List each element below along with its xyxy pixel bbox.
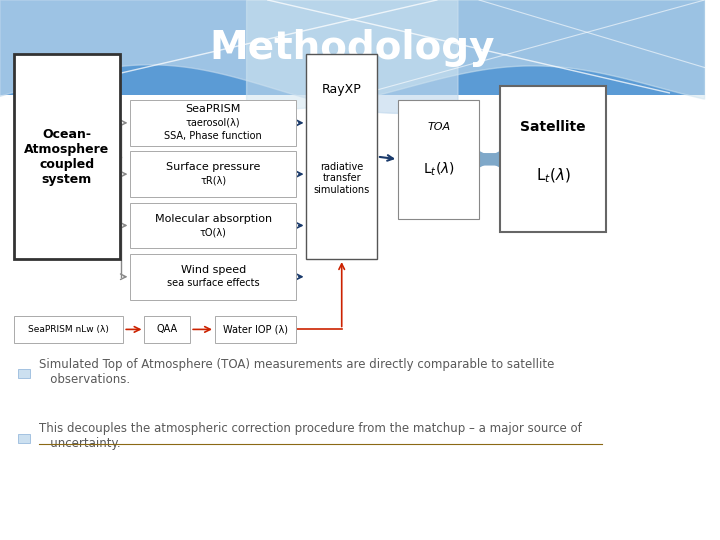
Text: Water IOP (λ): Water IOP (λ) <box>223 325 288 334</box>
Polygon shape <box>0 0 458 113</box>
Text: Ocean-
Atmosphere
coupled
system: Ocean- Atmosphere coupled system <box>24 127 109 186</box>
Polygon shape <box>246 0 705 109</box>
Text: Wind speed: Wind speed <box>181 265 246 275</box>
Text: L$_t$($\lambda$): L$_t$($\lambda$) <box>423 160 454 178</box>
Text: τaerosol(λ): τaerosol(λ) <box>186 118 240 128</box>
Text: QAA: QAA <box>157 325 178 334</box>
Text: RayXP: RayXP <box>322 83 361 96</box>
FancyBboxPatch shape <box>145 316 190 343</box>
Text: Molecular absorption: Molecular absorption <box>155 214 271 224</box>
FancyBboxPatch shape <box>130 151 296 197</box>
FancyBboxPatch shape <box>17 434 30 443</box>
Text: Methodology: Methodology <box>210 29 495 66</box>
FancyBboxPatch shape <box>0 0 705 94</box>
Text: Surface pressure: Surface pressure <box>166 163 261 172</box>
FancyBboxPatch shape <box>130 254 296 300</box>
Text: Satellite: Satellite <box>521 120 586 134</box>
FancyBboxPatch shape <box>215 316 296 343</box>
Text: Simulated Top of Atmosphere (TOA) measurements are directly comparable to satell: Simulated Top of Atmosphere (TOA) measur… <box>39 357 554 386</box>
FancyBboxPatch shape <box>398 100 479 219</box>
FancyBboxPatch shape <box>14 316 123 343</box>
Text: τO(λ): τO(λ) <box>199 227 227 237</box>
Text: SeaPRISM: SeaPRISM <box>186 104 240 114</box>
Text: radiative
transfer
simulations: radiative transfer simulations <box>314 161 370 195</box>
FancyBboxPatch shape <box>130 100 296 146</box>
Text: sea surface effects: sea surface effects <box>167 279 259 288</box>
FancyBboxPatch shape <box>130 202 296 248</box>
Text: SSA, Phase function: SSA, Phase function <box>164 131 262 141</box>
FancyBboxPatch shape <box>500 86 606 232</box>
Text: L$_t$($\lambda$): L$_t$($\lambda$) <box>536 166 570 185</box>
Text: This decouples the atmospheric correction procedure from the matchup – a major s: This decouples the atmospheric correctio… <box>39 422 582 450</box>
Text: TOA: TOA <box>427 122 450 132</box>
FancyBboxPatch shape <box>17 369 30 378</box>
FancyBboxPatch shape <box>307 54 377 259</box>
FancyBboxPatch shape <box>14 54 120 259</box>
Text: τR(λ): τR(λ) <box>200 176 226 186</box>
Text: SeaPRISM nLw (λ): SeaPRISM nLw (λ) <box>28 325 109 334</box>
